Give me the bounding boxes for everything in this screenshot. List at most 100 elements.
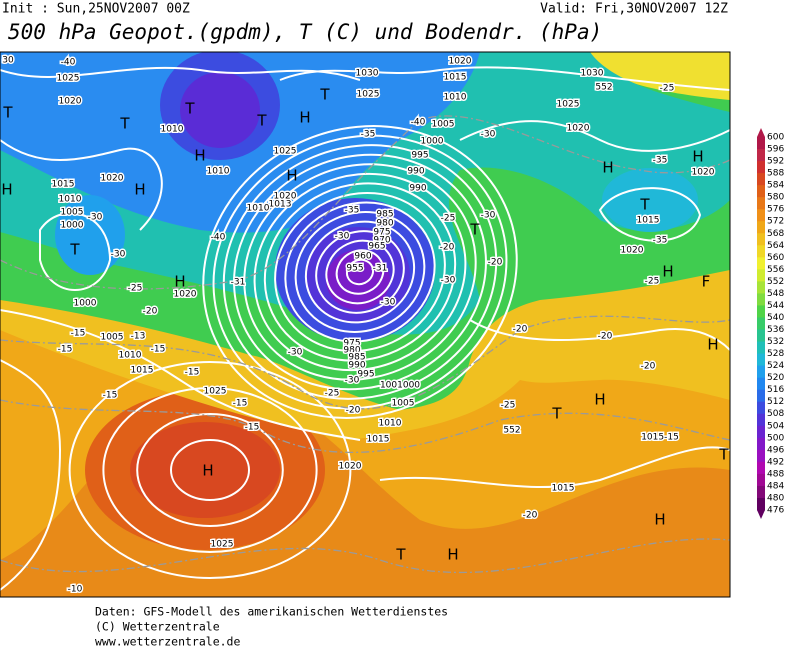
contour-label: 1015 — [637, 216, 660, 226]
pressure-center-label: H — [662, 263, 673, 281]
isobar — [0, 139, 163, 231]
contour-label: -15 — [103, 391, 118, 401]
contour-label: 1000 — [421, 137, 444, 147]
colorbar-swatch — [757, 281, 765, 294]
pressure-center-label: H — [594, 391, 605, 409]
colorbar-label: 600 — [767, 133, 784, 143]
contour-label: 990 — [348, 361, 365, 371]
contour-label: 985 — [348, 353, 365, 363]
contour-label: 1010 — [119, 351, 142, 361]
colorbar-label: 596 — [767, 145, 784, 155]
colorbar-swatch — [757, 413, 765, 427]
colorbar-swatch — [757, 185, 765, 198]
contour-label: 1020 — [449, 57, 472, 67]
contour-label: -30 — [481, 130, 496, 140]
colorbar-swatch — [757, 401, 765, 415]
colorbar-swatch — [757, 497, 765, 511]
contour-label: -25 — [501, 401, 516, 411]
contour-label: -30 — [111, 250, 126, 260]
contour-label: 1020 — [101, 174, 124, 184]
isobar — [469, 319, 730, 351]
contour-label: -30 — [441, 276, 456, 286]
colorbar-swatch — [757, 329, 765, 343]
contour-label: -25 — [441, 214, 456, 224]
contour-label: 985 — [376, 210, 393, 220]
contour-label: -35 — [345, 206, 360, 216]
map-title: 500 hPa Geopot.(gpdm), T (C) und Bodendr… — [8, 20, 602, 44]
colorbar-swatch — [757, 365, 765, 379]
isobar — [222, 144, 498, 400]
contour-label: 970 — [373, 236, 390, 246]
isobar — [325, 239, 395, 305]
contour-label: 1025 — [274, 147, 297, 157]
contour-label: 1005 — [61, 208, 84, 218]
contour-label: -25 — [660, 84, 675, 94]
colorbar-swatch — [757, 173, 765, 186]
contour-label: 1015 — [52, 180, 75, 190]
colorbar-swatch — [757, 389, 765, 403]
colorbar-label: 488 — [767, 469, 784, 479]
pressure-center-label: T — [119, 115, 130, 133]
colorbar-label: 516 — [767, 385, 784, 395]
contour-label: -40 — [61, 58, 76, 68]
colorbar-label: 592 — [767, 157, 784, 167]
isobar — [279, 66, 730, 91]
colorbar-swatch — [757, 377, 765, 391]
contour-label: 1005 — [101, 333, 124, 343]
colorbar-label: 540 — [767, 313, 784, 323]
colorbar-swatch — [757, 341, 765, 355]
colorbar-arrow — [757, 510, 765, 519]
isobar — [68, 361, 352, 579]
contour-label: 1010 — [379, 419, 402, 429]
isobar — [379, 446, 730, 489]
isobar — [304, 220, 416, 324]
colorbar-swatch — [757, 317, 765, 331]
contour-label: -15 — [245, 423, 260, 433]
contour-label: -20 — [513, 325, 528, 335]
contour-label: 955 — [346, 264, 363, 274]
contour-label: 960 — [354, 252, 371, 262]
colorbar-label: 484 — [767, 481, 784, 491]
colorbar-swatch — [757, 245, 765, 258]
contour-label: -30 — [88, 213, 103, 223]
colorbar-label: 556 — [767, 265, 784, 275]
colorbar-swatch — [757, 425, 765, 439]
pressure-center-label: H — [174, 273, 185, 291]
colorbar-swatch — [757, 269, 765, 282]
colorbar-label: 568 — [767, 229, 784, 239]
colorbar-label: 528 — [767, 349, 784, 359]
colorbar-label: 580 — [767, 193, 784, 203]
pressure-center-label: T — [551, 405, 562, 423]
isobar — [253, 172, 467, 372]
colorbar-label: 512 — [767, 397, 784, 407]
contour-label: 1020 — [692, 168, 715, 178]
pressure-center-label: T — [639, 196, 650, 214]
pressure-center-label: T — [256, 112, 267, 130]
contour-label: 1000 — [61, 221, 84, 231]
footer-line: Daten: GFS-Modell des amerikanischen Wet… — [95, 605, 448, 619]
contour-label: -15 — [58, 345, 73, 355]
isobar — [294, 211, 426, 333]
contour-label: 1005 — [392, 399, 415, 409]
isotherms — [0, 115, 730, 573]
contour-label: -35 — [361, 130, 376, 140]
contour-label: 1020 — [59, 97, 82, 107]
colorbar-label: 508 — [767, 409, 784, 419]
contour-label: 975 — [343, 339, 360, 349]
contour-label: 990 — [407, 167, 424, 177]
contour-label: -20 — [523, 511, 538, 521]
colorbar-label: 536 — [767, 325, 784, 335]
isobar — [233, 153, 487, 391]
contour-label: 980 — [376, 219, 393, 229]
contour-label: -15 — [233, 399, 248, 409]
contour-label: 1015 — [552, 484, 575, 494]
colorbar-label: 560 — [767, 253, 784, 263]
contour-label: -20 — [440, 243, 455, 253]
colorbar-label: 504 — [767, 421, 784, 431]
isobar — [335, 249, 385, 295]
isobar — [274, 191, 446, 353]
contour-label: 1010 — [444, 93, 467, 103]
colorbar-swatch — [757, 149, 765, 162]
contour-label: 1001000 — [380, 381, 420, 391]
colorbar-swatch — [757, 485, 765, 499]
